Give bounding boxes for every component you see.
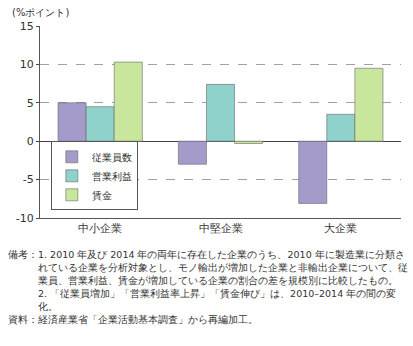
svg-text:賃金: 賃金 xyxy=(92,190,112,201)
svg-text:-5: -5 xyxy=(23,173,34,186)
html-text:備考：1. 2010 年及び 2014 年の両年に存在した企: 備考：1. 2010 年及び 2014 年の両年に存在した企業のうち、2010 … xyxy=(8,249,408,286)
html-text:資料：経済産業省「企業活動基本調査」から再編加工。: 資料：経済産業省「企業活動基本調査」から再編加工。 xyxy=(8,314,258,325)
svg-text:5: 5 xyxy=(27,97,34,110)
svg-text:(%ポイント): (%ポイント) xyxy=(12,7,69,18)
svg-text:中小企業: 中小企業 xyxy=(78,222,122,235)
svg-text:10: 10 xyxy=(20,58,34,71)
svg-text:中堅企業: 中堅企業 xyxy=(199,222,243,235)
svg-text:営業利益: 営業利益 xyxy=(92,171,132,182)
svg-text:0: 0 xyxy=(27,135,34,148)
html-text:2. 「従業員増加」「営業利益率上昇」「賃金伸び」は、201: 2. 「従業員増加」「営業利益率上昇」「賃金伸び」は、2010–2014 年の間… xyxy=(38,288,397,312)
svg-text:-10: -10 xyxy=(16,212,34,225)
svg-text:大企業: 大企業 xyxy=(324,222,357,235)
svg-text:15: 15 xyxy=(20,20,34,33)
svg-text:従業員数: 従業員数 xyxy=(92,152,132,163)
